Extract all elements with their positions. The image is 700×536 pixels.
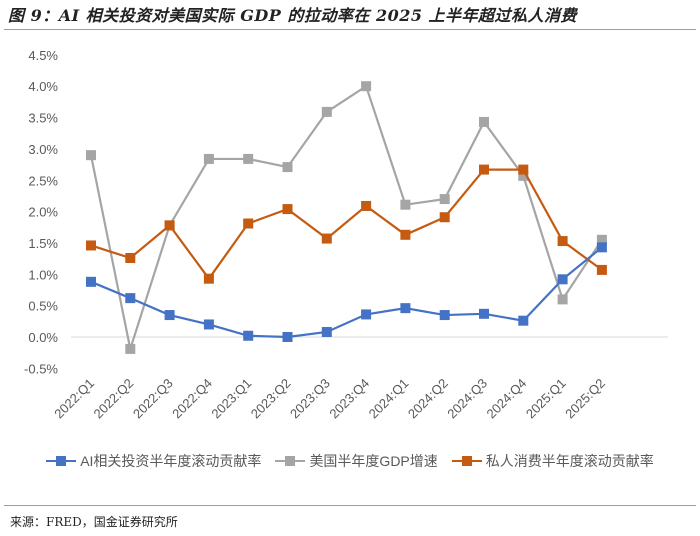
y-tick-label: 3.5% — [28, 111, 58, 126]
x-tick-label: 2024:Q1 — [366, 376, 412, 422]
data-point-marker — [400, 199, 411, 210]
legend-swatch-icon — [451, 456, 482, 466]
data-point-marker — [361, 309, 372, 320]
y-tick-label: -0.5% — [24, 361, 58, 376]
legend-label: 私人消费半年度滚动贡献率 — [485, 453, 654, 469]
x-tick-label: 2022:Q3 — [130, 376, 176, 422]
data-point-marker — [125, 293, 136, 304]
y-tick-label: 3.0% — [28, 142, 58, 157]
data-point-marker — [400, 303, 411, 314]
data-point-marker — [125, 343, 136, 354]
data-point-marker — [203, 153, 214, 164]
data-point-marker — [596, 234, 607, 245]
data-point-marker — [321, 326, 332, 337]
data-point-marker — [86, 276, 96, 287]
data-point-marker — [439, 310, 450, 321]
data-point-marker — [596, 264, 607, 275]
data-point-marker — [479, 164, 489, 175]
line-chart: -0.5% 0.0% 0.5% 1.0% 1.5% 2.0% 2.5% 3.0% 3.5% 4.0… — [24, 48, 668, 422]
legend-label: AI相关投资半年度滚动贡献率 — [80, 453, 262, 469]
data-point-marker — [203, 319, 214, 330]
y-tick-label: 0.0% — [28, 330, 58, 345]
y-tick-label: 2.5% — [28, 173, 58, 188]
data-point-marker — [361, 81, 372, 92]
x-tick-label: 2025:Q1 — [523, 376, 569, 422]
series-group — [86, 81, 607, 354]
legend-item: 美国半年度GDP增速 — [275, 451, 438, 471]
data-point-marker — [243, 218, 254, 229]
data-point-marker — [439, 194, 450, 205]
title-divider — [4, 29, 696, 30]
data-point-marker — [282, 204, 293, 215]
legend-swatch-icon — [275, 456, 306, 466]
x-tick-label: 2022:Q2 — [91, 376, 137, 422]
chart-legend: AI相关投资半年度滚动贡献率 美国半年度GDP增速 私人消费半年度滚动贡献率 — [0, 451, 700, 471]
legend-item: 私人消费半年度滚动贡献率 — [451, 451, 654, 471]
y-tick-label: 0.5% — [28, 299, 58, 314]
y-tick-label: 4.5% — [28, 48, 58, 63]
data-point-marker — [518, 170, 529, 181]
legend-swatch-icon — [46, 456, 77, 466]
x-tick-label: 2024:Q4 — [484, 376, 530, 422]
data-point-marker — [557, 274, 568, 285]
data-point-marker — [243, 330, 254, 341]
data-point-marker — [164, 310, 175, 321]
series-line — [90, 168, 603, 281]
y-tick-label: 2.0% — [28, 205, 58, 220]
footer-divider — [4, 505, 696, 506]
data-point-marker — [282, 332, 293, 342]
y-axis: -0.5% 0.0% 0.5% 1.0% 1.5% 2.0% 2.5% 3.0% 3.5% 4.0… — [24, 48, 58, 377]
x-tick-label: 2023:Q3 — [287, 376, 333, 422]
data-point-marker — [439, 212, 450, 223]
series-line — [89, 84, 603, 354]
data-point-marker — [321, 106, 332, 117]
x-tick-label: 2024:Q3 — [444, 376, 490, 422]
x-tick-label: 2023:Q4 — [326, 376, 372, 422]
source-note: 来源：FRED，国金证券研究所 — [10, 515, 178, 529]
x-axis: 2022:Q12022:Q22022:Q32022:Q42023:Q12023:… — [51, 376, 608, 422]
data-point-marker — [243, 153, 254, 164]
data-point-marker — [518, 164, 529, 175]
x-tick-label: 2025:Q2 — [562, 376, 608, 422]
legend-label: 美国半年度GDP增速 — [309, 453, 438, 469]
data-point-marker — [125, 252, 136, 263]
data-point-marker — [596, 242, 607, 253]
x-tick-label: 2022:Q1 — [51, 376, 97, 422]
data-point-marker — [86, 150, 96, 161]
figure-title: 图 9：AI 相关投资对美国实际 GDP 的拉动率在 2025 上半年超过私人消… — [8, 6, 578, 25]
y-tick-label: 1.0% — [28, 267, 58, 282]
data-point-marker — [479, 116, 489, 127]
x-tick-label: 2023:Q2 — [248, 376, 294, 422]
data-point-marker — [557, 294, 568, 305]
legend-item: AI相关投资半年度滚动贡献率 — [46, 451, 261, 471]
data-point-marker — [400, 229, 411, 240]
data-point-marker — [282, 162, 293, 173]
series-line — [90, 246, 603, 339]
data-point-marker — [203, 273, 214, 284]
data-point-marker — [518, 315, 529, 326]
data-point-marker — [86, 240, 96, 251]
x-tick-label: 2024:Q2 — [405, 376, 451, 422]
y-tick-label: 1.5% — [28, 236, 58, 251]
x-tick-label: 2022:Q4 — [169, 376, 215, 422]
y-tick-label: 4.0% — [28, 79, 58, 94]
data-point-marker — [479, 308, 489, 319]
data-point-marker — [321, 233, 332, 244]
data-point-marker — [557, 236, 568, 247]
x-tick-label: 2023:Q1 — [208, 376, 254, 422]
data-point-marker — [361, 200, 372, 211]
data-point-marker — [164, 220, 175, 231]
